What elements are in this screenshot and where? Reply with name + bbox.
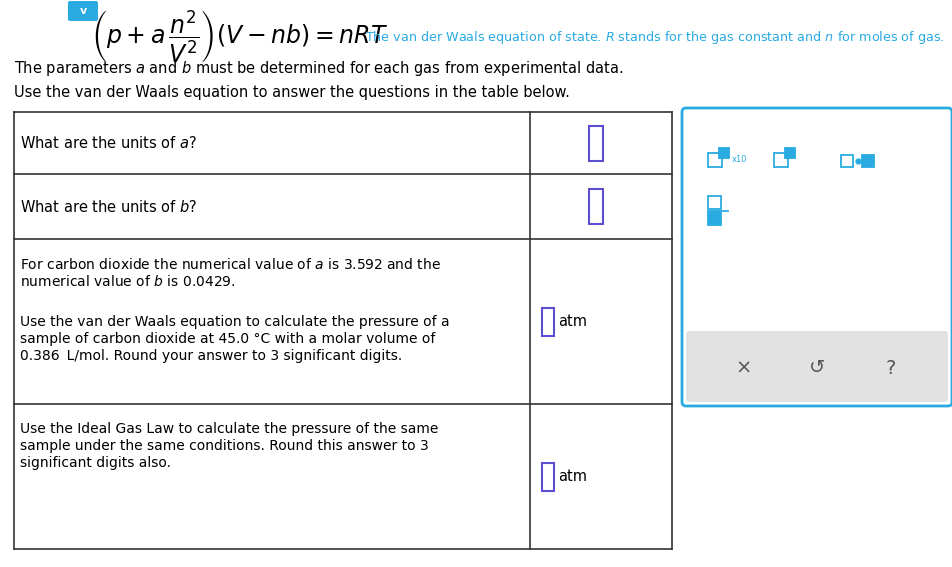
Text: What are the units of $b$?: What are the units of $b$? <box>20 198 198 214</box>
Bar <box>719 148 729 158</box>
FancyBboxPatch shape <box>682 108 952 406</box>
Text: atm: atm <box>558 314 587 329</box>
Text: significant digits also.: significant digits also. <box>20 456 171 470</box>
Bar <box>589 189 603 224</box>
Text: The van der Waals equation of state. $R$ stands for the gas constant and $n$ for: The van der Waals equation of state. $R$… <box>365 28 944 45</box>
Text: ?: ? <box>885 358 896 378</box>
FancyBboxPatch shape <box>68 1 98 21</box>
Bar <box>708 153 722 167</box>
Text: ↺: ↺ <box>809 358 825 378</box>
Text: What are the units of $a$?: What are the units of $a$? <box>20 135 197 151</box>
Text: 0.386 L/mol. Round your answer to 3 significant digits.: 0.386 L/mol. Round your answer to 3 sign… <box>20 349 403 363</box>
Bar <box>708 196 721 209</box>
Bar <box>708 212 721 225</box>
Bar <box>589 125 603 160</box>
Bar <box>785 148 795 158</box>
Text: ×: × <box>736 358 752 378</box>
Text: Use the Ideal Gas Law to calculate the pressure of the same: Use the Ideal Gas Law to calculate the p… <box>20 422 438 436</box>
Text: atm: atm <box>558 469 587 484</box>
Bar <box>774 153 788 167</box>
Text: numerical value of $b$ is 0.0429.: numerical value of $b$ is 0.0429. <box>20 274 235 289</box>
Text: $\left(p+a\,\dfrac{n^2}{V^2}\right)(V-nb)=nRT$: $\left(p+a\,\dfrac{n^2}{V^2}\right)(V-nb… <box>91 9 388 66</box>
Bar <box>542 463 554 490</box>
Text: x10: x10 <box>732 155 747 164</box>
Bar <box>542 307 554 336</box>
Text: For carbon dioxide the numerical value of $a$ is 3.592 and the: For carbon dioxide the numerical value o… <box>20 257 441 272</box>
Text: Use the van der Waals equation to calculate the pressure of a: Use the van der Waals equation to calcul… <box>20 315 449 329</box>
Text: Use the van der Waals equation to answer the questions in the table below.: Use the van der Waals equation to answer… <box>14 86 570 100</box>
Text: sample of carbon dioxide at 45.0 °C with a molar volume of: sample of carbon dioxide at 45.0 °C with… <box>20 332 435 346</box>
Text: sample under the same conditions. Round this answer to 3: sample under the same conditions. Round … <box>20 439 428 453</box>
Text: v: v <box>79 6 87 16</box>
FancyBboxPatch shape <box>686 331 948 402</box>
Bar <box>841 155 853 167</box>
Bar <box>862 155 874 167</box>
Text: The parameters $a$ and $b$ must be determined for each gas from experimental dat: The parameters $a$ and $b$ must be deter… <box>14 60 624 78</box>
